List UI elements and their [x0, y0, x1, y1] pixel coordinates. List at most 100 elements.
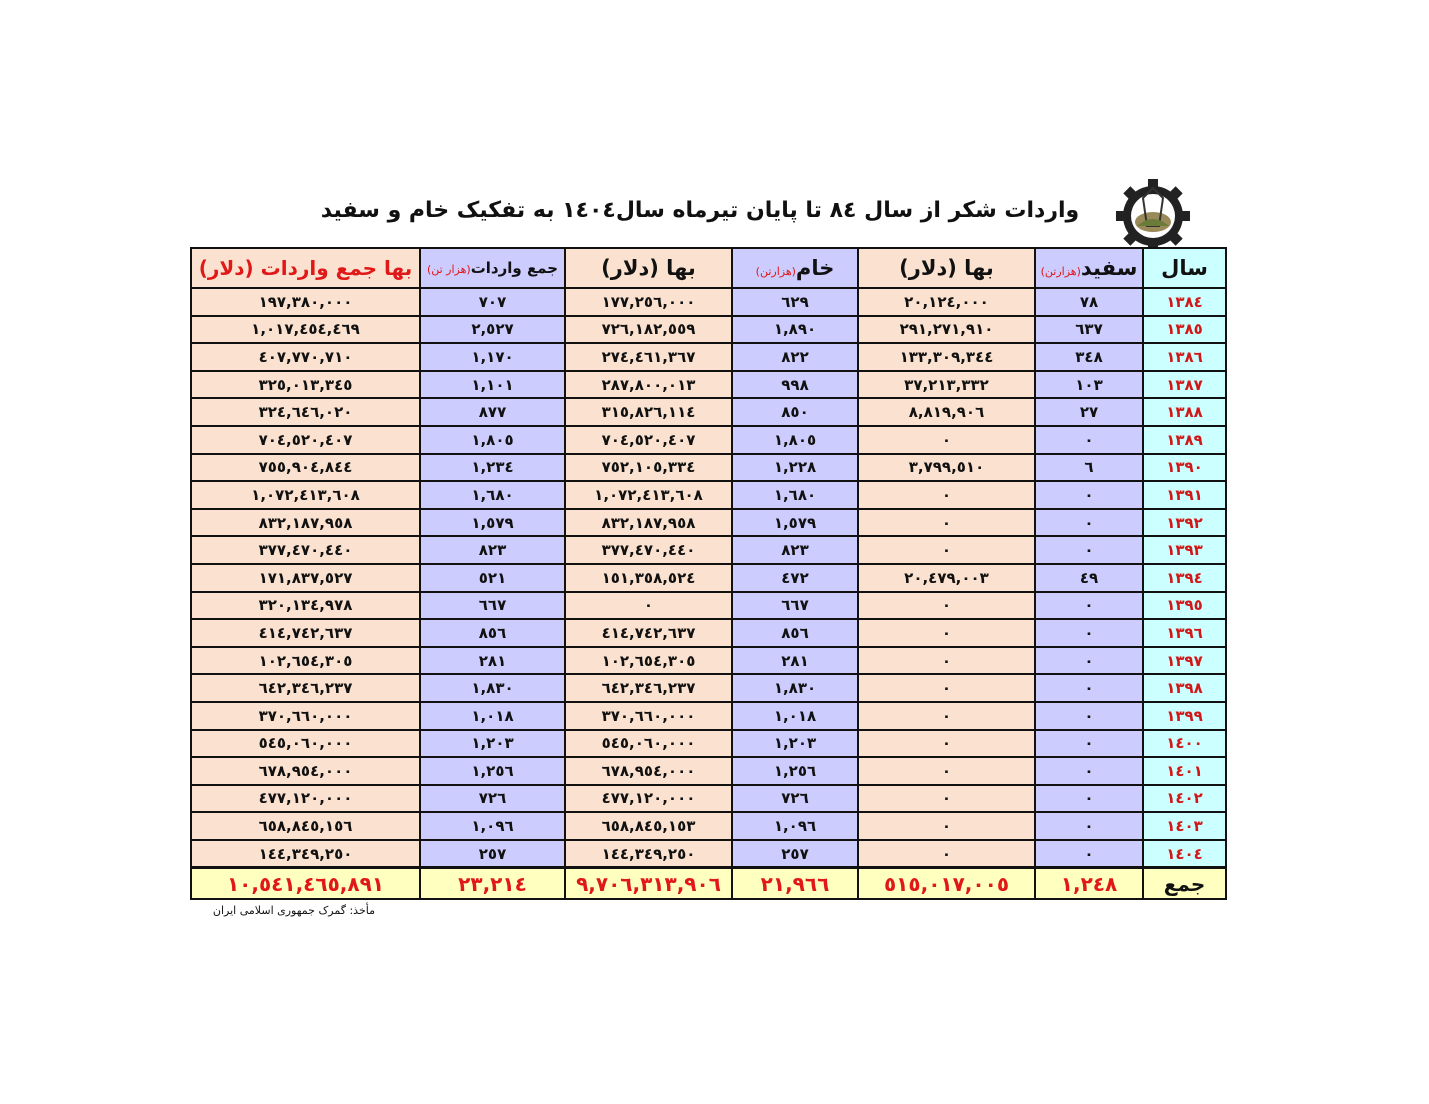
total-value-cell: ٤٧٧,١٢٠,٠٠٠ [190, 783, 421, 814]
raw-tons-cell: ٦٢٩ [731, 287, 859, 317]
header-total-imports: جمع واردات(هزار تن) [419, 247, 566, 289]
white-tons-cell: ٠ [1034, 756, 1144, 786]
source-note: مأخذ: گمرک جمهوری اسلامی ایران [212, 904, 375, 917]
total-tons-cell: ١,٠١٨ [419, 700, 566, 731]
table-row: ١٣٩٨ ٠ ٠ ١,٨٣٠ ٦٤٢,٣٤٦,٢٣٧ ١,٨٣٠ ٦٤٢,٣٤٦,٢٣٧ [190, 673, 1227, 703]
year-cell: ١٣٩٦ [1142, 618, 1227, 648]
raw-value-cell: ٥٤٥,٠٦٠,٠٠٠ [564, 728, 733, 759]
white-value-cell: ٠ [857, 590, 1036, 621]
raw-tons-cell: ١,٢٠٣ [731, 728, 859, 759]
raw-tons-cell: ٦٦٧ [731, 590, 859, 621]
total-value-cell: ٧٥٥,٩٠٤,٨٤٤ [190, 452, 421, 483]
year-cell: ١٤٠١ [1142, 756, 1227, 786]
total-tons-cell: ٨٧٧ [419, 397, 566, 427]
total-tons-cell: ١,٢٠٣ [419, 728, 566, 759]
white-value-cell: ٠ [857, 811, 1036, 841]
year-cell: ١٣٩٤ [1142, 562, 1227, 593]
raw-value-cell: ٠ [564, 590, 733, 621]
raw-tons-cell: ٩٩٨ [731, 369, 859, 400]
year-cell: ١٣٩١ [1142, 480, 1227, 510]
total-value-cell: ٧٠٤,٥٢٠,٤٠٧ [190, 424, 421, 455]
white-tons-cell: ٧٨ [1034, 287, 1144, 317]
raw-tons-cell: ١,٢٢٨ [731, 452, 859, 483]
raw-value-cell: ٦٥٨,٨٤٥,١٥٣ [564, 811, 733, 841]
total-tons-cell: ١,٦٨٠ [419, 480, 566, 510]
white-tons-cell: ٠ [1034, 811, 1144, 841]
header-total-imports-unit: (هزار تن) [426, 263, 471, 276]
table-row: ١٤٠٠ ٠ ٠ ١,٢٠٣ ٥٤٥,٠٦٠,٠٠٠ ١,٢٠٣ ٥٤٥,٠٦٠,٠٠٠ [190, 728, 1227, 759]
table-row: ١٣٩٩ ٠ ٠ ١,٠١٨ ٣٧٠,٦٦٠,٠٠٠ ١,٠١٨ ٣٧٠,٦٦٠,٠٠٠ [190, 700, 1227, 731]
total-value-cell: ١,٠١٧,٤٥٤,٤٦٩ [190, 314, 421, 345]
total-value-cell: ٤١٤,٧٤٢,٦٣٧ [190, 618, 421, 648]
total-tons-cell: ٨٢٣ [419, 535, 566, 565]
raw-value-cell: ٨٣٢,١٨٧,٩٥٨ [564, 507, 733, 538]
raw-tons-cell: ٤٧٢ [731, 562, 859, 593]
table-row: ١٣٩٦ ٠ ٠ ٨٥٦ ٤١٤,٧٤٢,٦٣٧ ٨٥٦ ٤١٤,٧٤٢,٦٣٧ [190, 618, 1227, 648]
raw-tons-cell: ٨٥٠ [731, 397, 859, 427]
header-white-value: بها (دلار) [857, 247, 1036, 289]
total-value-cell: ١٩٧,٣٨٠,٠٠٠ [190, 287, 421, 317]
total-tons-cell: ١,٨٣٠ [419, 673, 566, 703]
total-tons-cell: ٨٥٦ [419, 618, 566, 648]
raw-value-cell: ٦٤٢,٣٤٦,٢٣٧ [564, 673, 733, 703]
total-tons-cell: ١,٢٣٤ [419, 452, 566, 483]
white-tons-cell: ٠ [1034, 480, 1144, 510]
raw-tons-cell: ١,٢٥٦ [731, 756, 859, 786]
year-cell: ١٣٩٣ [1142, 535, 1227, 565]
total-tons-cell: ١,٨٠٥ [419, 424, 566, 455]
raw-tons-cell: ٢٥٧ [731, 838, 859, 869]
year-cell: ١٣٨٥ [1142, 314, 1227, 345]
table-row: ١٣٨٧ ١٠٣ ٣٧,٢١٣,٣٣٢ ٩٩٨ ٢٨٧,٨٠٠,٠١٣ ١,١٠١ ٣٢٥,… [190, 369, 1227, 400]
total-value-cell: ١٧١,٨٣٧,٥٢٧ [190, 562, 421, 593]
table-row: ١٣٨٩ ٠ ٠ ١,٨٠٥ ٧٠٤,٥٢٠,٤٠٧ ١,٨٠٥ ٧٠٤,٥٢٠,٤٠٧ [190, 424, 1227, 455]
table-row: ١٣٩١ ٠ ٠ ١,٦٨٠ ١,٠٧٢,٤١٣,٦٠٨ ١,٦٨٠ ١,٠٧٢,٤١٣,٦… [190, 480, 1227, 510]
page-title: واردات شکر از سال ٨٤ تا پایان تیرماه سال… [320, 198, 1080, 223]
table-row: ١٣٨٤ ٧٨ ٢٠,١٢٤,٠٠٠ ٦٢٩ ١٧٧,٢٥٦,٠٠٠ ٧٠٧ ١٩٧,٣٨٠… [190, 287, 1227, 317]
total-value-cell: ٦٥٨,٨٤٥,١٥٦ [190, 811, 421, 841]
table-row: ١٣٨٥ ٦٣٧ ٢٩١,٢٧١,٩١٠ ١,٨٩٠ ٧٢٦,١٨٢,٥٥٩ ٢,٥٢٧ ١… [190, 314, 1227, 345]
header-raw-unit: (هزارتن) [755, 265, 796, 278]
raw-value-cell: ٣١٥,٨٢٦,١١٤ [564, 397, 733, 427]
white-tons-cell: ٢٧ [1034, 397, 1144, 427]
total-tons-cell: ٦٦٧ [419, 590, 566, 621]
header-total-imports-label: جمع واردات [470, 259, 559, 277]
total-tons-cell: ٧٠٧ [419, 287, 566, 317]
raw-tons-cell: ١,٨٩٠ [731, 314, 859, 345]
white-tons-cell: ٠ [1034, 590, 1144, 621]
total-total-tons-cell: ٢٣,٢١٤ [419, 866, 566, 901]
raw-value-cell: ١٥١,٣٥٨,٥٢٤ [564, 562, 733, 593]
white-tons-cell: ٤٩ [1034, 562, 1144, 593]
total-value-cell: ٦٤٢,٣٤٦,٢٣٧ [190, 673, 421, 703]
total-row: جمع ١,٢٤٨ ٥١٥,٠١٧,٠٠٥ ٢١,٩٦٦ ٩,٧٠٦,٣١٣,٩٠٦ ٢٣… [190, 866, 1227, 901]
white-tons-cell: ٠ [1034, 673, 1144, 703]
white-value-cell: ٠ [857, 838, 1036, 869]
total-white-value-cell: ٥١٥,٠١٧,٠٠٥ [857, 866, 1036, 901]
header-year: سال [1142, 247, 1227, 289]
total-tons-cell: ٢٥٧ [419, 838, 566, 869]
year-cell: ١٣٨٩ [1142, 424, 1227, 455]
raw-tons-cell: ٨٢٣ [731, 535, 859, 565]
white-value-cell: ٢٩١,٢٧١,٩١٠ [857, 314, 1036, 345]
white-value-cell: ٢٠,٤٧٩,٠٠٣ [857, 562, 1036, 593]
year-cell: ١٣٩٨ [1142, 673, 1227, 703]
total-label: جمع [1142, 866, 1227, 901]
raw-value-cell: ٦٧٨,٩٥٤,٠٠٠ [564, 756, 733, 786]
sugar-industry-gear-logo [1116, 179, 1190, 250]
table-row: ١٤٠٤ ٠ ٠ ٢٥٧ ١٤٤,٣٤٩,٢٥٠ ٢٥٧ ١٤٤,٣٤٩,٢٥٠ [190, 838, 1227, 869]
white-value-cell: ٠ [857, 756, 1036, 786]
table-row: ١٣٩٥ ٠ ٠ ٦٦٧ ٠ ٦٦٧ ٣٢٠,١٣٤,٩٧٨ [190, 590, 1227, 621]
total-value-cell: ٨٣٢,١٨٧,٩٥٨ [190, 507, 421, 538]
total-value-cell: ٣٧٧,٤٧٠,٤٤٠ [190, 535, 421, 565]
raw-tons-cell: ٢٨١ [731, 645, 859, 676]
header-raw: خام(هزارتن) [731, 247, 859, 289]
table-row: ١٣٨٨ ٢٧ ٨,٨١٩,٩٠٦ ٨٥٠ ٣١٥,٨٢٦,١١٤ ٨٧٧ ٣٢٤,٦٤٦,… [190, 397, 1227, 427]
white-value-cell: ٠ [857, 507, 1036, 538]
total-tons-cell: ١,٢٥٦ [419, 756, 566, 786]
raw-tons-cell: ١,٥٧٩ [731, 507, 859, 538]
year-cell: ١٣٩٠ [1142, 452, 1227, 483]
white-tons-cell: ٠ [1034, 424, 1144, 455]
header-row: سال سفید(هزارتن) بها (دلار) خام(هزارتن) … [190, 247, 1227, 289]
table-row: ١٣٩٠ ٦ ٣,٧٩٩,٥١٠ ١,٢٢٨ ٧٥٢,١٠٥,٣٣٤ ١,٢٣٤ ٧٥٥,٩… [190, 452, 1227, 483]
total-tons-cell: ١,١٧٠ [419, 342, 566, 372]
table-row: ١٤٠٣ ٠ ٠ ١,٠٩٦ ٦٥٨,٨٤٥,١٥٣ ١,٠٩٦ ٦٥٨,٨٤٥,١٥٦ [190, 811, 1227, 841]
